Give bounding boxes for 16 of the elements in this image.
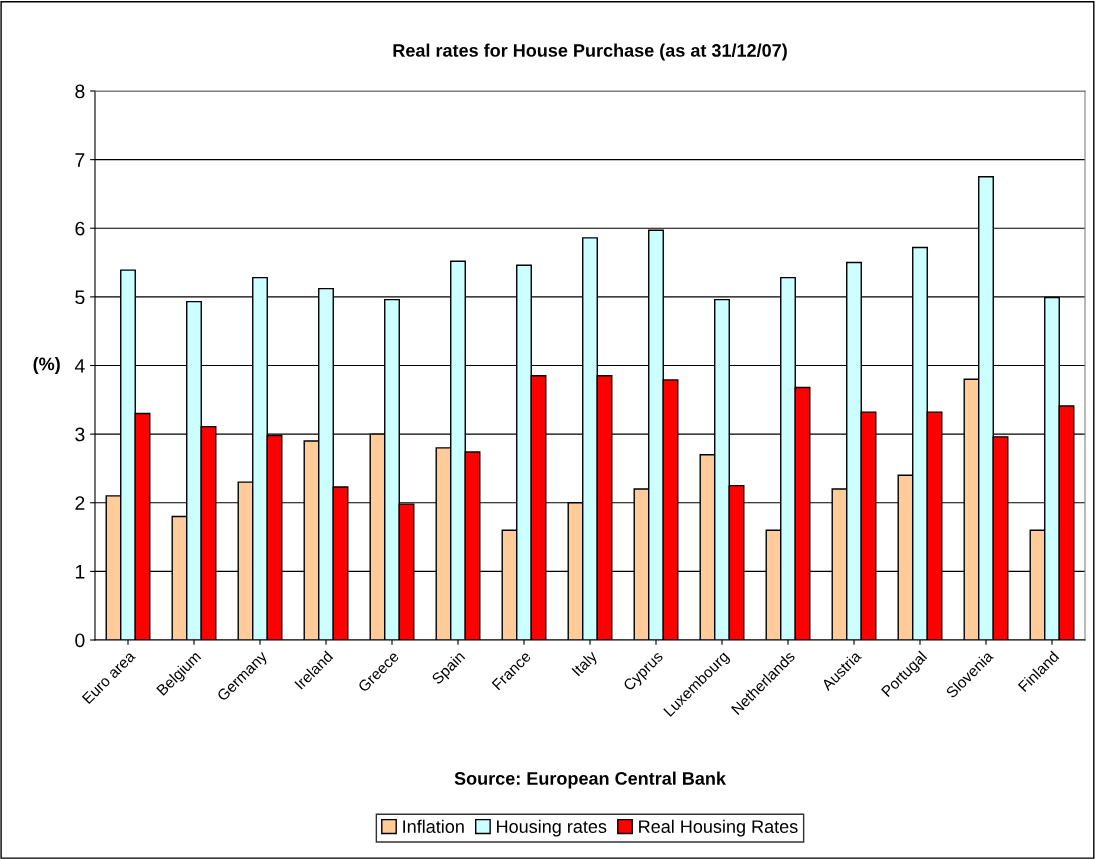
x-tick-label: Italy <box>571 649 601 679</box>
y-tick-label: 8 <box>75 84 85 99</box>
source-note: Source: European Central Bank <box>454 771 726 789</box>
y-tick-label: 7 <box>75 153 85 167</box>
chart-title: Real rates for House Purchase (as at 31/12/07) <box>393 43 787 61</box>
y-tick-label: 6 <box>75 221 85 236</box>
y-tick-label: 1 <box>75 565 85 579</box>
y-tick-label: 4 <box>74 359 85 373</box>
legend-label: Real Housing Rates <box>639 819 798 837</box>
y-tick-label: 5 <box>75 290 85 305</box>
y-tick-label: 0 <box>75 633 85 648</box>
y-tick-label: 3 <box>75 427 85 442</box>
y-axis-title: (%) <box>33 357 60 374</box>
legend-label: Inflation <box>403 819 464 833</box>
y-tick-label: 2 <box>75 496 85 510</box>
legend-label: Housing rates <box>497 819 607 837</box>
